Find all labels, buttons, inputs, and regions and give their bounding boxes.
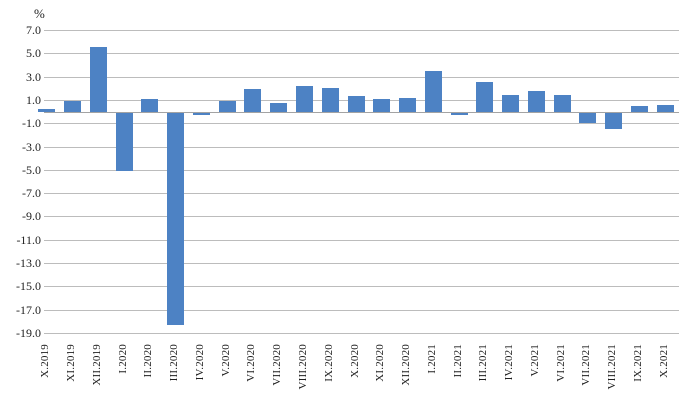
y-gridline: [44, 123, 679, 125]
bar: [347, 96, 365, 112]
y-gridline: [44, 286, 679, 288]
y-tick-label: 5.0: [26, 46, 41, 61]
x-tick-label: VI.2020: [245, 344, 258, 382]
x-tick-label: I.2021: [425, 344, 438, 374]
y-tick-label: -13.0: [16, 256, 41, 271]
y-gridline: [44, 30, 679, 31]
x-tick-label: VIII.2021: [606, 344, 619, 390]
y-gridline: [44, 53, 679, 55]
bar: [605, 112, 623, 129]
y-tick-label: -19.0: [16, 326, 41, 340]
y-gridline: [44, 239, 679, 241]
y-tick-label: -3.0: [22, 139, 41, 154]
bar: [424, 70, 442, 112]
x-tick-label: IV.2020: [193, 344, 206, 381]
bar: [141, 98, 159, 112]
y-gridline: [44, 333, 679, 334]
x-tick-label: III.2021: [477, 344, 490, 382]
bar: [553, 95, 571, 112]
bar: [399, 97, 417, 112]
bar: [295, 85, 313, 112]
x-tick-label: X.2019: [39, 344, 52, 378]
y-tick-label: -1.0: [22, 116, 41, 131]
x-tick-label: X.2020: [348, 344, 361, 378]
bar: [373, 98, 391, 112]
y-gridline: [44, 169, 679, 171]
x-tick-label: II.2020: [142, 344, 155, 378]
y-gridline: [44, 309, 679, 311]
y-tick-label: -11.0: [16, 232, 41, 247]
bar: [321, 88, 339, 112]
y-tick-label: 7.0: [26, 23, 41, 37]
zero-axis-line: [44, 111, 679, 113]
bar: [244, 89, 262, 112]
x-tick-label: VII.2021: [580, 344, 593, 386]
x-tick-label: V.2021: [528, 344, 541, 377]
bar: [89, 47, 107, 112]
bar: [502, 95, 520, 112]
bar: [167, 112, 185, 325]
x-tick-label: III.2020: [168, 344, 181, 382]
y-tick-label: -15.0: [16, 279, 41, 294]
x-tick-label: XII.2019: [90, 344, 103, 386]
x-tick-label: XII.2020: [400, 344, 413, 386]
bar: [527, 90, 545, 112]
x-tick-label: IX.2021: [631, 344, 644, 382]
x-tick-label: I.2020: [116, 344, 129, 374]
y-tick-label: -9.0: [22, 209, 41, 224]
bar: [115, 112, 133, 171]
bar: [630, 105, 648, 112]
x-tick-label: VII.2020: [271, 344, 284, 386]
bar: [64, 101, 82, 112]
y-gridline: [44, 216, 679, 218]
y-gridline: [44, 76, 679, 78]
x-tick-label: II.2021: [451, 344, 464, 378]
y-tick-label: -7.0: [22, 186, 41, 201]
bar: [476, 82, 494, 112]
x-tick-label: X.2021: [657, 344, 670, 378]
y-tick-label: 1.0: [26, 92, 41, 107]
bar: [192, 112, 210, 115]
bar: [656, 104, 674, 112]
y-gridline: [44, 146, 679, 148]
x-tick-label: IV.2021: [503, 344, 516, 381]
y-tick-label: -17.0: [16, 302, 41, 317]
x-tick-label: IX.2020: [322, 344, 335, 382]
bar: [218, 101, 236, 112]
x-tick-label: XI.2019: [65, 344, 78, 382]
y-axis-unit-label: %: [34, 6, 45, 21]
x-tick-label: VIII.2020: [296, 344, 309, 390]
x-tick-label: XI.2020: [374, 344, 387, 382]
bar: [38, 109, 56, 112]
bar: [579, 112, 597, 124]
x-tick-label: VI.2021: [554, 344, 567, 382]
x-tick-label: V.2020: [219, 344, 232, 377]
y-gridline: [44, 193, 679, 195]
y-tick-label: 3.0: [26, 69, 41, 84]
bar: [450, 112, 468, 115]
y-gridline: [44, 263, 679, 265]
bar: [270, 103, 288, 112]
y-tick-label: -5.0: [22, 162, 41, 177]
